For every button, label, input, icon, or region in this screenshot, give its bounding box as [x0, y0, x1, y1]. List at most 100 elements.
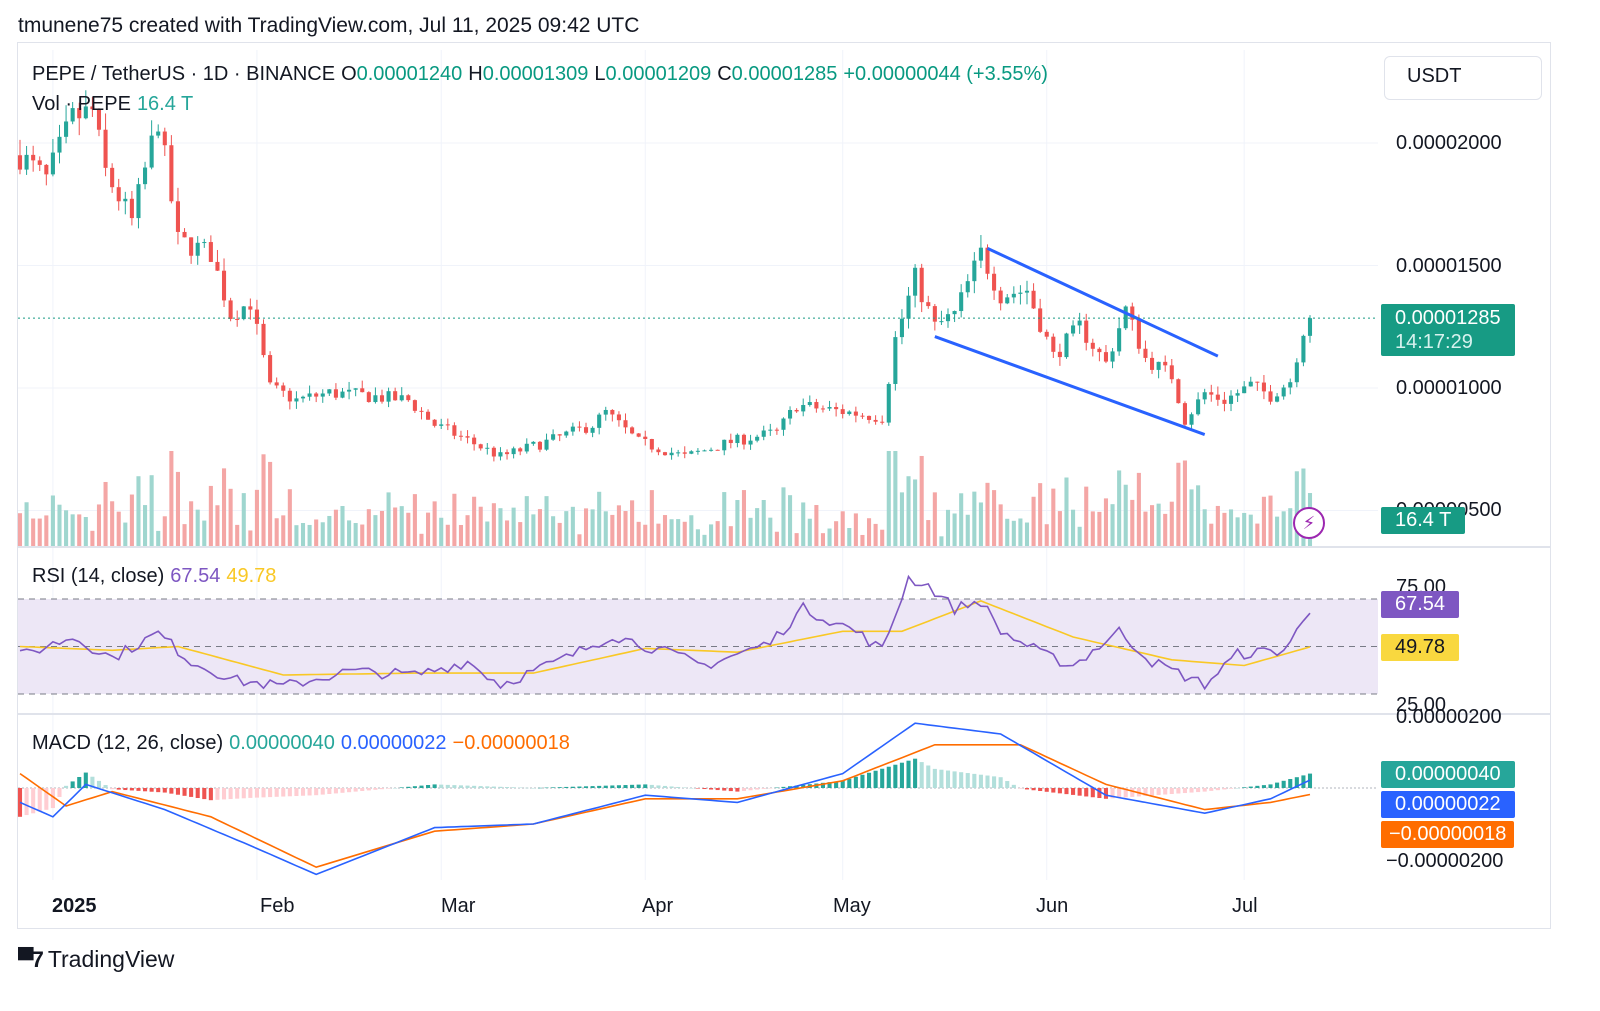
candle-body — [669, 452, 674, 456]
candle-body — [603, 409, 608, 415]
volume-bar — [557, 522, 562, 546]
candle-body — [919, 267, 924, 303]
macd-histogram-bar — [636, 784, 641, 788]
candle-body — [353, 388, 358, 390]
macd-histogram-bar — [860, 774, 865, 788]
volume-bar — [939, 536, 944, 546]
candle-body — [886, 383, 891, 423]
grid-lines — [18, 50, 1378, 880]
macd-histogram-bar — [518, 787, 523, 789]
volume-bar — [1209, 523, 1214, 546]
time-tick-label: 2025 — [52, 895, 97, 917]
macd-histogram-bar — [215, 788, 220, 800]
macd-histogram-bar — [669, 786, 674, 788]
volume-bar — [1150, 505, 1155, 546]
candle-body — [531, 441, 536, 444]
candle-body — [347, 389, 352, 392]
volume-bar — [406, 512, 411, 546]
candle-body — [241, 306, 246, 320]
candle-body — [419, 410, 424, 412]
macd-histogram-bar — [1071, 788, 1076, 795]
macd-histogram-bar — [432, 784, 437, 788]
tradingview-brand[interactable]: ▀7 TradingView — [18, 946, 174, 973]
candle-body — [1005, 297, 1010, 304]
volume-bar — [998, 504, 1003, 546]
volume-bar — [695, 529, 700, 546]
macd-signal-tag: −0.00000018 — [1381, 821, 1515, 848]
volume-bar — [978, 502, 983, 546]
macd-histogram-bar — [1117, 788, 1122, 798]
macd-histogram-bar — [774, 787, 779, 789]
candle-body — [873, 419, 878, 422]
macd-histogram-bar — [866, 772, 872, 788]
candle-body — [768, 429, 773, 431]
volume-bar — [1294, 471, 1299, 546]
lightning-icon[interactable]: ⚡ — [1293, 507, 1325, 539]
volume-bar — [1031, 496, 1036, 546]
candle-body — [1202, 392, 1207, 400]
macd-histogram-bar — [1038, 788, 1043, 792]
volume-bar — [70, 514, 75, 546]
volume-bar — [1018, 518, 1023, 546]
macd-tick-label: 0.00000200 — [1396, 706, 1502, 728]
volume-bar — [952, 513, 957, 546]
candle-body — [656, 449, 661, 453]
candle-body — [544, 439, 549, 450]
volume-bar — [17, 513, 23, 546]
macd-histogram-bar — [544, 787, 549, 789]
rsi-band — [18, 598, 1378, 789]
macd-histogram-bar — [412, 786, 417, 788]
macd-histogram-bar — [709, 788, 714, 790]
rsi-line — [19, 574, 1311, 691]
volume-bar — [412, 494, 417, 546]
candle-body — [597, 414, 602, 428]
candle-body — [649, 439, 654, 450]
volume-bar — [31, 518, 36, 546]
volume-bar — [866, 518, 872, 546]
volume-bar — [689, 515, 694, 546]
candle-body — [564, 431, 569, 436]
candle-body — [570, 426, 575, 432]
candle-body — [1222, 399, 1227, 404]
candle-body — [70, 108, 75, 122]
candle-body — [1275, 396, 1280, 402]
macd-histogram-bar — [83, 772, 88, 788]
candle-body — [899, 318, 904, 338]
macd-histogram-bar — [1294, 777, 1299, 788]
candle-body — [458, 435, 464, 437]
currency-button[interactable]: USDT — [1384, 56, 1542, 100]
macd-histogram-bar — [1057, 788, 1062, 794]
macd-histogram-bar — [129, 788, 134, 791]
volume-bar — [992, 490, 997, 546]
macd-histogram-bar — [551, 787, 556, 788]
macd-histogram-bar — [952, 771, 957, 788]
time-tick-label: May — [833, 895, 871, 917]
macd-histogram-bar — [735, 788, 740, 792]
candle-body — [314, 393, 319, 397]
volume-bar — [702, 534, 707, 546]
channel-line — [934, 335, 1206, 436]
macd-histogram-bar — [616, 785, 621, 788]
candle-body — [1150, 357, 1155, 370]
macd-histogram-bar — [44, 788, 49, 810]
candle-body — [1103, 352, 1109, 362]
volume-bar — [478, 506, 483, 546]
volume-bar — [590, 509, 595, 546]
volume-bar — [1130, 499, 1135, 546]
macd-histogram-bar — [340, 788, 345, 793]
candle-body — [439, 424, 444, 426]
macd-histogram-bar — [347, 788, 352, 793]
time-tick-label: Jul — [1232, 895, 1258, 917]
macd-histogram-bar — [366, 788, 371, 791]
candle-body — [1038, 308, 1043, 332]
candle-body — [83, 106, 88, 119]
macd-histogram-bar — [748, 788, 753, 791]
legend-symbol[interactable]: PEPE / TetherUS · 1D · BINANCE — [32, 63, 336, 85]
volume-bar — [669, 519, 674, 546]
volume-bar — [880, 529, 885, 546]
macd-histogram-bar — [827, 782, 832, 788]
candle-body — [465, 436, 470, 438]
candle-body — [50, 152, 55, 175]
macd-histogram-bar — [149, 788, 154, 792]
